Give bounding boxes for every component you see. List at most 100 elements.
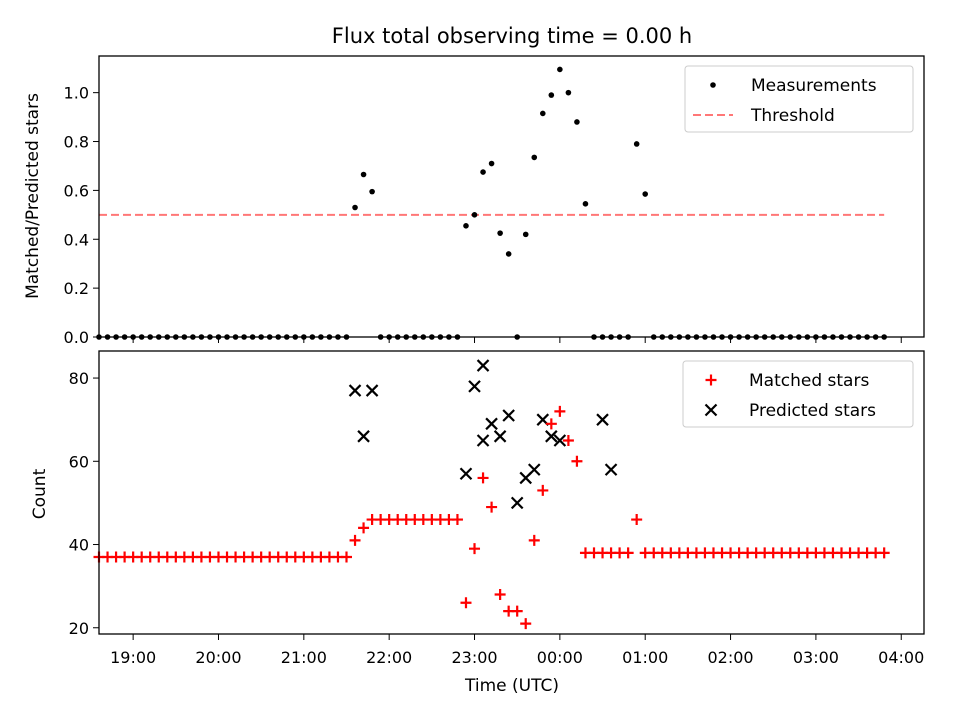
top-y-tick-label: 0.4 [64, 230, 89, 249]
bottom-xlabel: Time (UTC) [464, 676, 559, 696]
measurement-point [557, 66, 563, 73]
chart-title: Flux total observing time = 0.00 h [332, 24, 692, 48]
x-tick-label: 00:00 [537, 648, 583, 667]
top-legend-label: Measurements [751, 76, 877, 96]
measurement-point [531, 154, 538, 161]
matched-star-point [494, 588, 506, 600]
measurement-point [471, 212, 478, 218]
matched-star-point [878, 547, 890, 559]
matched-star-point [571, 455, 583, 467]
bottom-legend-marker [704, 403, 718, 417]
matched-star-point [460, 597, 472, 609]
predicted-star-point [476, 434, 490, 447]
top-legend-marker [710, 82, 716, 88]
top-legend-label: Threshold [750, 106, 835, 126]
matched-star-point [622, 547, 634, 559]
x-tick-label: 03:00 [793, 648, 839, 667]
bottom-legend: Matched stars Predicted stars [682, 360, 914, 428]
matched-star-point [528, 534, 540, 546]
measurement-point [505, 251, 512, 257]
matched-star-point [469, 543, 481, 555]
measurement-point [548, 92, 555, 98]
measurement-point [463, 223, 469, 229]
matched-star-point [554, 405, 566, 417]
measurement-point [633, 141, 640, 147]
matched-star-point [562, 434, 574, 446]
measurement-point [642, 191, 649, 197]
matched-star-point [545, 418, 557, 430]
bottom-y-tick-label: 40 [69, 536, 89, 555]
matched-star-point [451, 514, 463, 526]
predicted-star-point [604, 463, 618, 476]
predicted-star-point [493, 430, 507, 443]
top-y-tick-label: 0.2 [64, 279, 89, 298]
predicted-star-point [596, 413, 609, 426]
top-panel: Matched/Predicted stars 0.0 0.2 0.4 0.6 0.8 1… [23, 55, 925, 347]
top-ylabel: Matched/Predicted stars [23, 93, 43, 299]
predicted-star-point [476, 359, 490, 372]
measurement-point [565, 89, 572, 96]
x-tick-label: 19:00 [110, 648, 156, 667]
bottom-x-ticks: 19:00 20:00 21:00 22:00 23:00 00:00 01:00 02:00… [110, 634, 924, 667]
matched-star-point [631, 514, 643, 526]
bottom-y-tick-label: 60 [69, 452, 89, 471]
predicted-star-point [502, 409, 515, 422]
top-y-tick-label: 0.0 [64, 328, 89, 347]
measurement-point [539, 110, 546, 117]
predicted-star-point [527, 463, 541, 476]
measurement-point [522, 231, 529, 238]
x-tick-label: 20:00 [195, 648, 241, 667]
bottom-axes-frame [98, 350, 925, 635]
bottom-plot-area [93, 359, 890, 630]
measurement-point [497, 230, 503, 236]
top-legend-box [684, 65, 914, 133]
matched-star-point [511, 605, 523, 617]
top-y-tick-label: 0.6 [64, 181, 89, 200]
bottom-legend-box [682, 360, 914, 428]
measurement-point [582, 201, 589, 207]
matched-star-point [486, 501, 498, 513]
x-tick-label: 02:00 [707, 648, 753, 667]
top-axes-frame [98, 55, 925, 338]
x-tick-label: 01:00 [622, 648, 668, 667]
top-plot-area [96, 66, 887, 340]
matched-star-point [537, 484, 549, 496]
predicted-star-point [468, 380, 481, 393]
predicted-star-point [545, 430, 558, 443]
x-tick-label: 22:00 [366, 648, 412, 667]
measurement-point [488, 160, 495, 167]
top-y-ticks: 0.0 0.2 0.4 0.6 0.8 1.0 [64, 84, 99, 347]
bottom-legend-label: Predicted stars [749, 401, 876, 421]
matched-star-point [341, 551, 352, 563]
top-y-tick-label: 0.8 [64, 133, 89, 152]
measurement-point [352, 204, 358, 211]
bottom-legend-label: Matched stars [749, 371, 869, 391]
measurement-point [369, 188, 375, 195]
predicted-star-point [485, 417, 498, 431]
bottom-y-ticks: 20 40 60 80 [69, 369, 99, 638]
predicted-star-point [553, 434, 567, 447]
bottom-panel: Count 20 40 60 80 19:00 20:00 21:00 22:00 23:00… [30, 350, 925, 696]
bottom-y-tick-label: 20 [69, 619, 89, 638]
bottom-y-tick-label: 80 [69, 369, 89, 388]
top-legend: Measurements Threshold [684, 65, 914, 133]
top-y-tick-label: 1.0 [64, 84, 89, 103]
measurement-point [360, 171, 367, 178]
predicted-star-point [510, 496, 524, 510]
measurement-point [480, 169, 486, 175]
predicted-star-point [459, 467, 473, 481]
x-tick-label: 23:00 [451, 648, 497, 667]
matched-star-point [358, 522, 370, 534]
matched-star-point [520, 618, 532, 630]
predicted-star-point [348, 384, 362, 397]
bottom-ylabel: Count [30, 468, 50, 519]
measurement-point [574, 119, 580, 125]
matched-star-point [477, 472, 489, 484]
predicted-star-point [357, 430, 370, 443]
x-tick-label: 04:00 [878, 648, 924, 667]
matched-star-point [349, 534, 361, 546]
x-tick-label: 21:00 [281, 648, 327, 667]
bottom-legend-marker [705, 374, 717, 386]
predicted-star-point [365, 384, 379, 397]
